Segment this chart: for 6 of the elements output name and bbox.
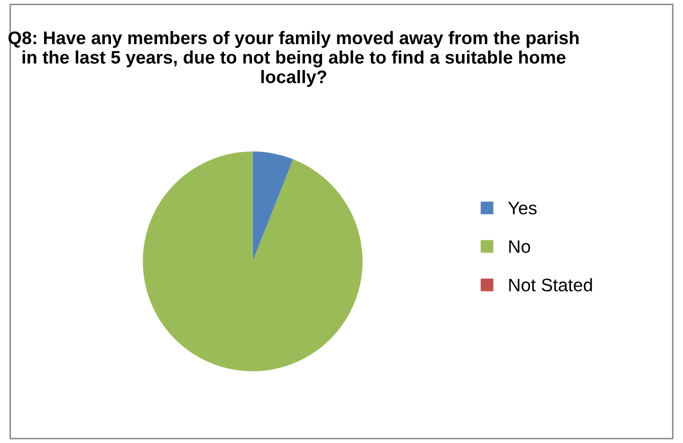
legend-label: Yes: [508, 202, 537, 214]
chart-title: Q8: Have any members of your family moved away from the parish in the last 5 years, due to not being able to find a suitable home locally?: [8, 31, 579, 87]
pie-slice: [142, 152, 363, 372]
legend-label: Not Stated: [509, 278, 592, 292]
pie-slice: [252, 152, 294, 262]
legend-label: No: [509, 240, 530, 253]
